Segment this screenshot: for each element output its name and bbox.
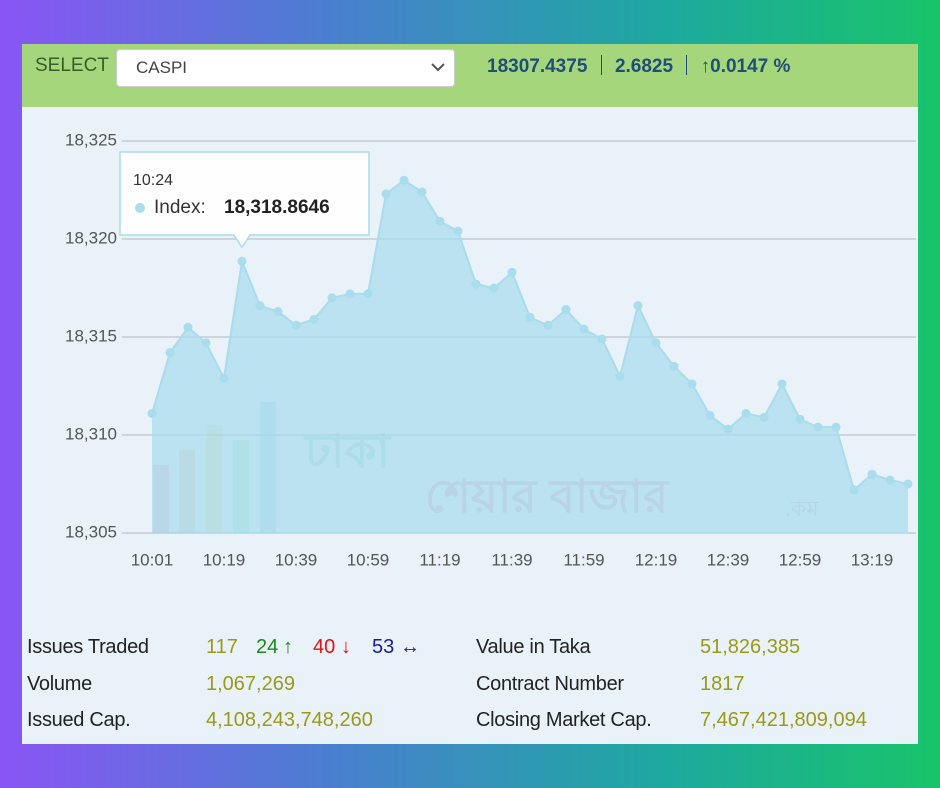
y-tick-label: 18,320 bbox=[65, 228, 117, 247]
point bbox=[597, 334, 607, 344]
issues-declined-symbol: ↓ bbox=[341, 636, 351, 658]
point bbox=[183, 322, 193, 332]
stat-label: Issues Traded bbox=[27, 636, 149, 658]
point bbox=[309, 314, 319, 324]
x-tick-label: 10:19 bbox=[203, 550, 246, 569]
y-tick-label: 18,315 bbox=[65, 326, 117, 345]
point bbox=[849, 485, 859, 495]
point bbox=[453, 226, 463, 236]
point bbox=[255, 301, 265, 311]
stat-label: Volume bbox=[27, 673, 92, 695]
y-tick-label: 18,325 bbox=[65, 130, 117, 149]
point bbox=[777, 379, 787, 389]
stat-value: 4,108,243,748,260 bbox=[206, 709, 373, 731]
area bbox=[152, 180, 908, 533]
point bbox=[489, 283, 499, 293]
point bbox=[723, 424, 733, 434]
point bbox=[831, 422, 841, 432]
point bbox=[561, 305, 571, 315]
change-symbol: ↑ bbox=[700, 56, 711, 77]
y-tick-label: 18,305 bbox=[65, 522, 117, 541]
point bbox=[147, 408, 157, 418]
issues-unchanged-symbol: ↔ bbox=[400, 636, 420, 658]
tooltip-box bbox=[119, 151, 370, 249]
x-tick-label: 11:39 bbox=[491, 550, 532, 569]
point bbox=[615, 371, 625, 381]
x-tick-label: 11:19 bbox=[419, 550, 460, 569]
stat-label: Issued Cap. bbox=[27, 709, 131, 731]
index-value: 18307.4375 bbox=[487, 56, 588, 77]
point bbox=[345, 289, 355, 299]
point bbox=[237, 256, 247, 266]
x-tick-label: 10:59 bbox=[347, 550, 390, 569]
point bbox=[471, 279, 481, 289]
stat-label: Closing Market Cap. bbox=[476, 709, 652, 731]
point bbox=[687, 379, 697, 389]
x-tick-label: 10:39 bbox=[275, 550, 318, 569]
index-change: 2.6825 bbox=[614, 56, 674, 77]
point bbox=[363, 289, 373, 299]
point bbox=[417, 187, 427, 197]
stat-value: 1,067,269 bbox=[206, 673, 295, 695]
x-tick-label: 12:39 bbox=[707, 550, 750, 569]
point bbox=[633, 301, 643, 311]
index-stats: 18307.4375 2.6825 ↑0.0147 % bbox=[487, 55, 790, 78]
issues-advanced-symbol: ↑ bbox=[283, 636, 293, 658]
y-tick-label: 18,310 bbox=[65, 424, 117, 443]
point bbox=[525, 312, 535, 322]
point bbox=[795, 414, 805, 424]
point bbox=[903, 479, 913, 489]
point bbox=[759, 412, 769, 422]
stat-label: Contract Number bbox=[476, 673, 624, 695]
point bbox=[381, 189, 391, 199]
stat-label: Value in Taka bbox=[476, 636, 591, 658]
select-box[interactable]: CASPI bbox=[116, 49, 455, 87]
select-label: SELECT bbox=[35, 55, 109, 76]
point bbox=[273, 307, 283, 317]
change-percent: 0.0147 % bbox=[710, 56, 791, 77]
point bbox=[219, 373, 229, 383]
point bbox=[327, 293, 337, 303]
tooltip-x: 10:24 bbox=[133, 172, 173, 189]
issues-declined: 40 bbox=[313, 636, 336, 658]
select-value: CASPI bbox=[136, 58, 188, 77]
point bbox=[291, 320, 301, 330]
point bbox=[201, 338, 211, 348]
point bbox=[507, 267, 517, 277]
point bbox=[813, 422, 823, 432]
issues-unchanged: 53 bbox=[372, 636, 395, 658]
point bbox=[399, 175, 409, 185]
point bbox=[741, 408, 751, 418]
x-tick-label: 12:19 bbox=[635, 550, 678, 569]
point bbox=[669, 361, 679, 371]
x-tick-label: 11:59 bbox=[563, 550, 604, 569]
stat-value: 7,467,421,809,094 bbox=[700, 709, 867, 731]
stat-value: 1817 bbox=[700, 673, 745, 695]
issues-advanced: 24 bbox=[256, 636, 279, 658]
tooltip-label: Index: bbox=[154, 197, 206, 218]
point bbox=[579, 324, 589, 334]
x-tick-label: 13:19 bbox=[851, 550, 894, 569]
point bbox=[651, 338, 661, 348]
point bbox=[885, 475, 895, 485]
separator bbox=[686, 55, 688, 75]
x-tick-label: 10:01 bbox=[131, 550, 174, 569]
issues-total: 117 bbox=[206, 636, 238, 658]
point bbox=[165, 348, 175, 358]
tooltip-dot bbox=[135, 203, 145, 213]
chevron bbox=[431, 63, 445, 72]
point bbox=[705, 410, 715, 420]
tooltip-value: 18,318.8646 bbox=[224, 197, 330, 218]
point bbox=[543, 320, 553, 330]
point bbox=[867, 469, 877, 479]
stat-value: 51,826,385 bbox=[700, 636, 801, 658]
x-tick-label: 12:59 bbox=[779, 550, 822, 569]
separator bbox=[600, 55, 602, 75]
point bbox=[435, 216, 445, 226]
